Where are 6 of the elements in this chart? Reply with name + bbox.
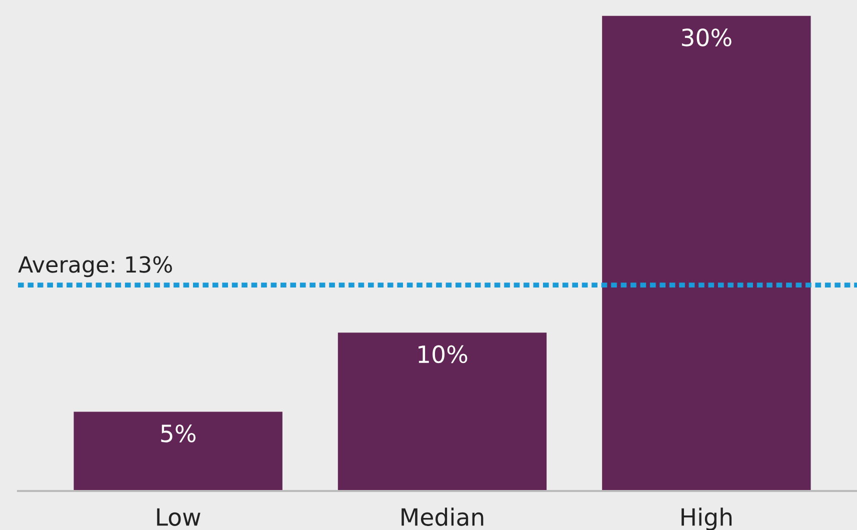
data-label: 30% xyxy=(682,28,732,46)
ref-line-label: Average: 13% xyxy=(18,256,172,278)
data-label: 10% xyxy=(418,345,468,364)
x-tick-label: Median xyxy=(402,508,484,526)
x-tick-label: Low xyxy=(157,508,200,526)
data-label: 5% xyxy=(161,424,196,442)
